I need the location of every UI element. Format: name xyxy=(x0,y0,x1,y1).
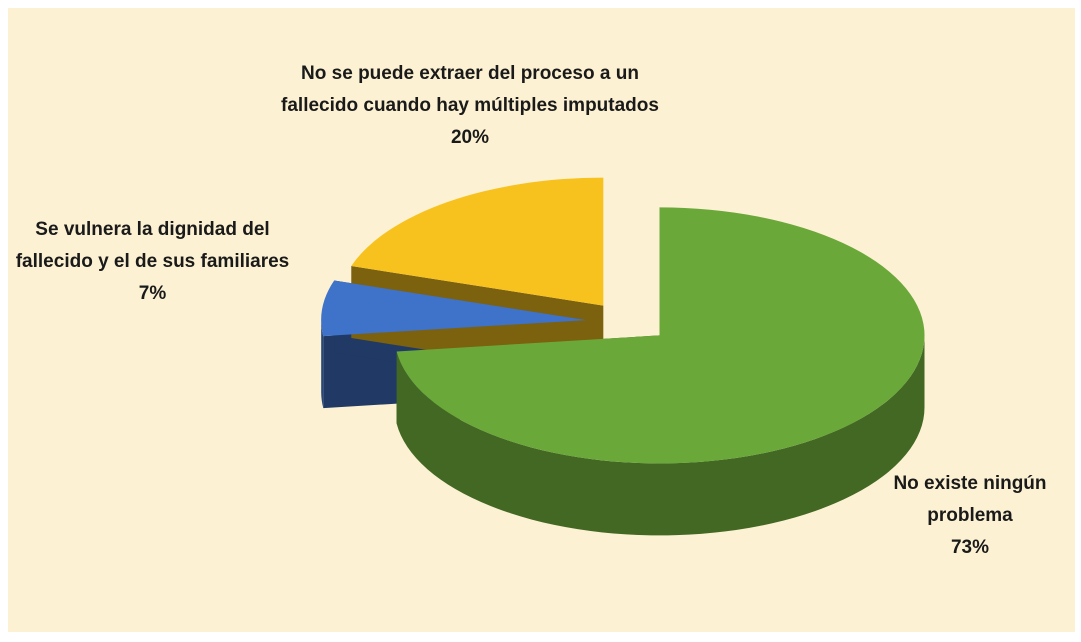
category-label: No se puede extraer del proceso a un fal… xyxy=(281,63,659,116)
slice-wall xyxy=(321,320,324,409)
value-label: 20% xyxy=(450,127,490,148)
slice-label: Se vulnera la dignidad del fallecido y e… xyxy=(10,214,295,310)
category-label: Se vulnera la dignidad del fallecido y e… xyxy=(15,219,290,272)
slice xyxy=(321,280,587,337)
value-label: 73% xyxy=(950,537,990,558)
slice xyxy=(351,177,604,306)
slice-label: No existe ningún problema 73% xyxy=(880,468,1060,564)
value-label: 7% xyxy=(138,283,167,304)
slice-wall xyxy=(396,335,925,536)
slice xyxy=(396,207,925,464)
slice-label: No se puede extraer del proceso a un fal… xyxy=(280,58,660,154)
category-label: No existe ningún problema xyxy=(893,473,1047,526)
